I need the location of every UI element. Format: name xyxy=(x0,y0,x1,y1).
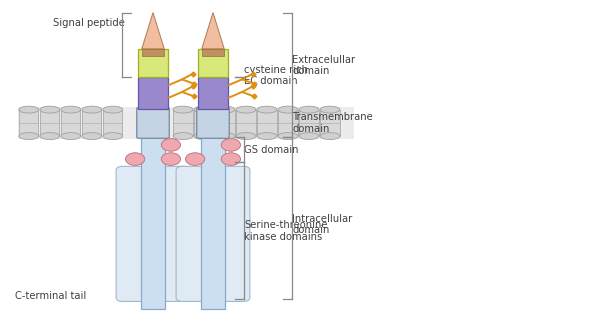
FancyBboxPatch shape xyxy=(158,166,190,301)
Ellipse shape xyxy=(173,106,193,113)
FancyBboxPatch shape xyxy=(103,110,122,136)
FancyBboxPatch shape xyxy=(198,49,228,77)
Ellipse shape xyxy=(61,106,80,113)
Ellipse shape xyxy=(236,106,256,113)
Ellipse shape xyxy=(257,106,277,113)
Polygon shape xyxy=(202,13,224,49)
FancyBboxPatch shape xyxy=(18,107,354,139)
FancyBboxPatch shape xyxy=(138,77,168,109)
Ellipse shape xyxy=(40,133,60,140)
Ellipse shape xyxy=(173,133,193,140)
FancyBboxPatch shape xyxy=(201,109,225,309)
Text: Signal peptide: Signal peptide xyxy=(53,18,125,28)
FancyBboxPatch shape xyxy=(116,166,148,301)
Text: Extracelullar
domain: Extracelullar domain xyxy=(292,54,356,76)
Ellipse shape xyxy=(61,133,80,140)
FancyBboxPatch shape xyxy=(19,110,38,136)
Ellipse shape xyxy=(19,106,39,113)
FancyBboxPatch shape xyxy=(257,110,277,136)
FancyBboxPatch shape xyxy=(236,110,256,136)
Ellipse shape xyxy=(236,133,256,140)
Ellipse shape xyxy=(320,106,340,113)
FancyBboxPatch shape xyxy=(82,110,101,136)
Text: C-terminal tail: C-terminal tail xyxy=(15,291,86,301)
FancyBboxPatch shape xyxy=(138,49,168,77)
Ellipse shape xyxy=(103,106,123,113)
Text: Serine-threonine
kinase domains: Serine-threonine kinase domains xyxy=(244,220,328,242)
Ellipse shape xyxy=(221,139,241,151)
FancyBboxPatch shape xyxy=(320,110,340,136)
Ellipse shape xyxy=(215,133,235,140)
Ellipse shape xyxy=(299,106,319,113)
FancyBboxPatch shape xyxy=(61,110,80,136)
Ellipse shape xyxy=(221,153,241,165)
Ellipse shape xyxy=(161,153,181,165)
FancyBboxPatch shape xyxy=(194,110,214,136)
FancyBboxPatch shape xyxy=(299,110,319,136)
FancyBboxPatch shape xyxy=(202,49,224,56)
Ellipse shape xyxy=(320,133,340,140)
Ellipse shape xyxy=(19,133,39,140)
Polygon shape xyxy=(142,13,164,49)
Ellipse shape xyxy=(103,133,123,140)
FancyBboxPatch shape xyxy=(198,77,228,109)
Ellipse shape xyxy=(125,153,145,165)
Ellipse shape xyxy=(215,106,235,113)
FancyBboxPatch shape xyxy=(176,166,208,301)
FancyBboxPatch shape xyxy=(40,110,59,136)
Ellipse shape xyxy=(40,106,60,113)
Ellipse shape xyxy=(257,133,277,140)
FancyBboxPatch shape xyxy=(173,110,193,136)
FancyBboxPatch shape xyxy=(197,107,229,138)
FancyBboxPatch shape xyxy=(137,107,169,138)
Ellipse shape xyxy=(161,139,181,151)
Ellipse shape xyxy=(299,133,319,140)
Text: cysteine rich
EC domain: cysteine rich EC domain xyxy=(244,65,308,86)
FancyBboxPatch shape xyxy=(142,49,164,56)
FancyBboxPatch shape xyxy=(218,166,250,301)
FancyBboxPatch shape xyxy=(278,110,298,136)
FancyBboxPatch shape xyxy=(215,110,235,136)
Ellipse shape xyxy=(194,133,214,140)
FancyBboxPatch shape xyxy=(141,109,165,309)
Ellipse shape xyxy=(278,106,298,113)
Ellipse shape xyxy=(194,106,214,113)
Ellipse shape xyxy=(185,153,205,165)
Ellipse shape xyxy=(278,133,298,140)
Text: Transmembrane
domain: Transmembrane domain xyxy=(292,112,373,134)
Ellipse shape xyxy=(82,106,102,113)
Ellipse shape xyxy=(82,133,102,140)
Text: GS domain: GS domain xyxy=(244,145,299,155)
Text: Intracellular
domain: Intracellular domain xyxy=(292,214,353,235)
